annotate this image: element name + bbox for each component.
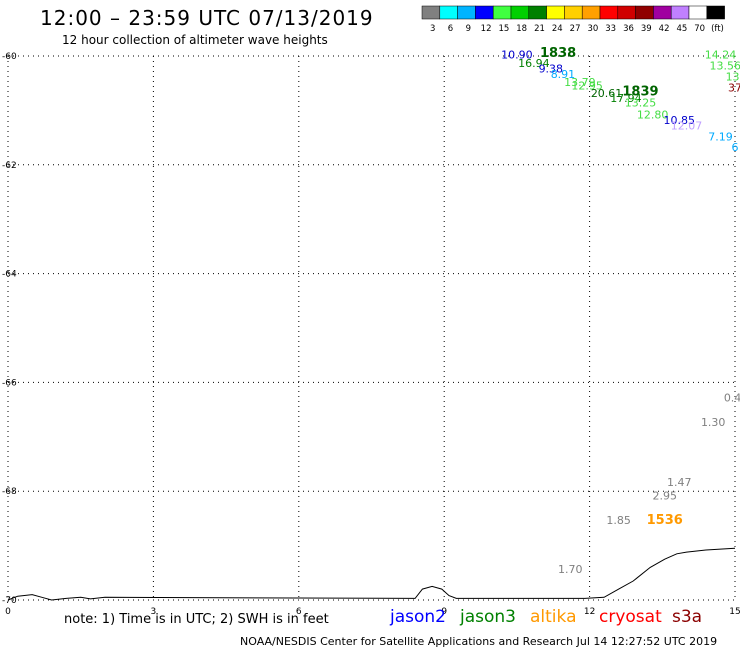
colorbar-label: 15 — [498, 24, 509, 34]
wave-height-label: 6 — [732, 141, 739, 154]
wave-height-label: 12.95 — [571, 80, 603, 93]
wave-height-label: 8.91 — [551, 68, 576, 81]
colorbar-swatch — [599, 5, 619, 20]
wave-height-label: 12.80 — [637, 109, 669, 122]
wave-height-label: 13.25 — [625, 97, 657, 110]
legend-jason3: jason3 — [460, 607, 516, 627]
colorbar-label: 27 — [570, 24, 581, 34]
units-note: note: 1) Time is in UTC; 2) SWH is in fe… — [64, 612, 329, 627]
wave-height-label: 16.94 — [518, 57, 550, 70]
credit-line: NOAA/NESDIS Center for Satellite Applica… — [240, 635, 718, 648]
wave-height-label: 7.19 — [708, 130, 733, 143]
colorbar-label: 3 — [430, 24, 435, 34]
colorbar-swatch — [546, 5, 565, 20]
wave-height-label: 1839 — [622, 85, 658, 100]
axis-ticks: 0 3 6 9 12 15 -60 -62 -64 -66 -68 -70 — [2, 52, 740, 617]
colorbar-swatch — [421, 5, 441, 20]
legend-cryosat: cryosat — [599, 607, 662, 627]
wave-height-label: 12.07 — [671, 119, 703, 132]
colorbar-swatch — [528, 5, 547, 20]
chart-subtitle: 12 hour collection of altimeter wave hei… — [62, 33, 328, 47]
x-tick-label: 0 — [5, 607, 11, 617]
colorbar-swatch — [653, 5, 672, 20]
y-tick-label: -62 — [2, 161, 17, 171]
legend-altika: altika — [530, 607, 577, 627]
legend-s3a: s3a — [672, 607, 703, 627]
x-tick-label: 9 — [441, 607, 447, 617]
colorbar-label: 45 — [676, 24, 687, 34]
colorbar-label: 39 — [641, 24, 652, 34]
x-tick-label: 6 — [296, 607, 302, 617]
colorbar-label: 18 — [516, 24, 527, 34]
colorbar-swatch — [706, 5, 725, 20]
colorbar-label: (ft) — [711, 24, 724, 34]
colorbar-swatch — [635, 5, 654, 20]
color-scale-bar: 3 6 9 12 15 18 21 24 27 30 33 36 39 42 45 70 (ft) — [421, 5, 725, 34]
colorbar-label: 12 — [481, 24, 492, 34]
wave-height-label: 10.85 — [664, 114, 696, 127]
wave-height-label: 13.79 — [564, 76, 596, 89]
wave-height-label: 13.56 — [710, 60, 740, 73]
legend-jason2: jason2 — [390, 607, 446, 627]
wave-height-label: 1.30 — [701, 416, 726, 429]
wave-height-label: 17.94 — [610, 92, 642, 105]
wave-height-label: 10.90 — [501, 49, 533, 62]
wave-height-label: 1.85 — [606, 514, 631, 527]
grid-lines — [7, 55, 736, 601]
colorbar-swatch — [617, 5, 636, 20]
colorbar-swatch — [510, 5, 530, 20]
y-tick-label: -64 — [2, 270, 17, 280]
colorbar-label: 42 — [659, 24, 670, 34]
colorbar-swatch — [564, 5, 583, 20]
colorbar-label: 21 — [534, 24, 545, 34]
colorbar-label: 70 — [694, 24, 705, 34]
colorbar-label: 33 — [605, 24, 616, 34]
wave-height-label: 1.70 — [558, 563, 583, 576]
wave-height-label: 1838 — [540, 46, 576, 61]
colorbar-swatch — [492, 5, 512, 20]
colorbar-swatch — [439, 5, 458, 20]
wave-height-label: 0.4 — [724, 391, 740, 404]
wave-height-label: 9.38 — [539, 62, 564, 75]
colorbar-swatch — [670, 5, 690, 20]
colorbar-swatch — [688, 5, 708, 20]
colorbar-label: 9 — [466, 24, 471, 34]
wave-height-label: 1536 — [647, 513, 683, 528]
wave-height-label: 37 — [728, 81, 740, 94]
y-tick-label: -68 — [2, 487, 17, 497]
x-tick-label: 12 — [584, 607, 595, 617]
wave-height-label: 13 — [726, 70, 740, 83]
wave-height-label: 2.95 — [652, 489, 677, 502]
x-tick-label: 3 — [151, 607, 157, 617]
chart-title: 12:00 – 23:59 UTC 07/13/2019 — [40, 6, 374, 30]
wave-height-label: 20.61 — [591, 87, 623, 100]
colorbar-label: 36 — [623, 24, 634, 34]
antarctic-coastline — [7, 547, 736, 601]
colorbar-swatch — [581, 5, 601, 20]
y-tick-label: -66 — [2, 378, 17, 388]
x-tick-label: 15 — [729, 607, 740, 617]
colorbar-swatch — [475, 5, 494, 20]
colorbar-label: 24 — [552, 24, 563, 34]
colorbar-label: 30 — [587, 24, 598, 34]
y-tick-label: -70 — [2, 596, 17, 606]
colorbar-swatch — [457, 5, 476, 20]
y-tick-label: -60 — [2, 52, 17, 62]
wave-height-label: 14.24 — [705, 49, 737, 62]
colorbar-label: 6 — [448, 24, 453, 34]
wave-height-label: 1.47 — [667, 476, 692, 489]
